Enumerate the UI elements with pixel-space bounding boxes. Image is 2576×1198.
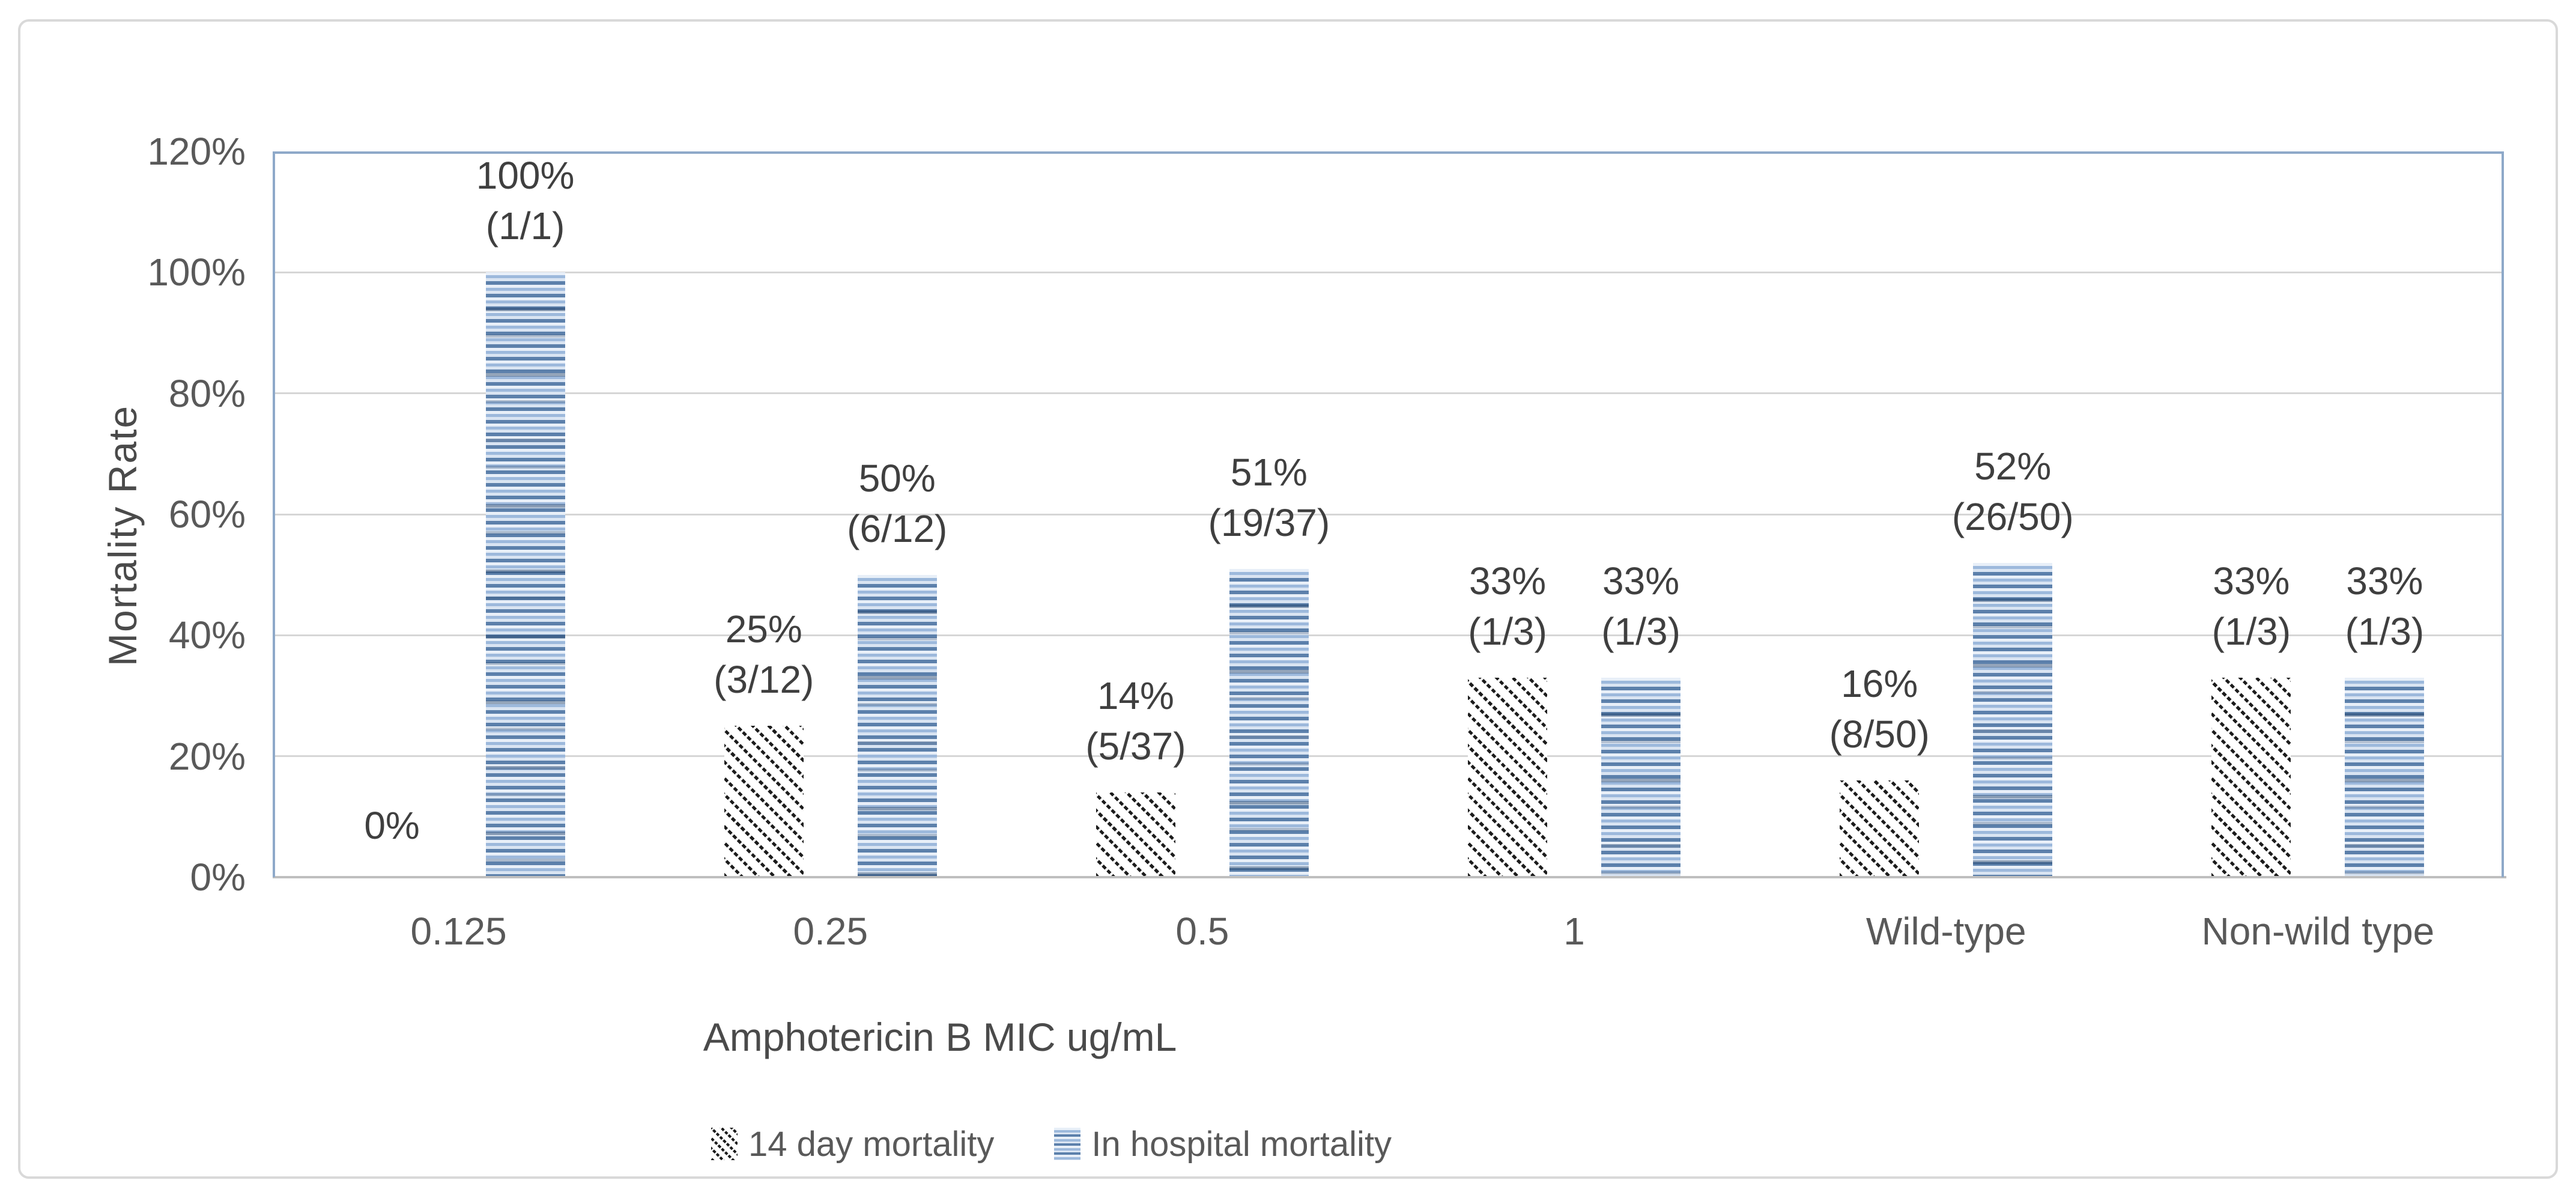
legend-item-in-hospital-mortality: In hospital mortality — [1054, 1124, 1392, 1164]
x-axis-tick-label: Wild-type — [1865, 910, 2026, 953]
y-axis-tick-label: 40% — [168, 613, 246, 657]
bar-value-label: 25% (3/12) — [714, 607, 814, 702]
y-axis-tick-label: 60% — [168, 493, 246, 536]
diagonal-hatch-swatch-icon — [711, 1128, 738, 1160]
y-axis-tick-label: 100% — [147, 251, 246, 294]
x-axis-line — [273, 876, 2506, 878]
blue-stripes-swatch-icon — [1054, 1128, 1081, 1160]
bar-value-label: 33% (1/3) — [1601, 559, 1680, 653]
bar-in-hospital-mortality — [1601, 677, 1681, 877]
bar-value-label: 16% (8/50) — [1829, 661, 1930, 756]
x-axis-tick-label: 0.5 — [1175, 910, 1229, 953]
y-axis-tick-label: 0% — [190, 856, 246, 899]
y-axis-tick-label: 20% — [168, 734, 246, 778]
bar-14-day-mortality — [2211, 677, 2291, 877]
bar-14-day-mortality — [724, 726, 804, 877]
bar-14-day-mortality — [1096, 792, 1175, 877]
plot-area-border — [273, 151, 2504, 877]
x-axis-tick-label: 0.125 — [410, 910, 507, 953]
bar-in-hospital-mortality — [857, 574, 937, 877]
bar-value-label: 0% — [364, 804, 420, 847]
legend-item-14-day-mortality: 14 day mortality — [711, 1124, 994, 1164]
x-axis-tick-label: 0.25 — [793, 910, 868, 953]
bar-value-label: 100% (1/1) — [476, 154, 575, 248]
legend: 14 day mortality In hospital mortality — [711, 1124, 1392, 1164]
bar-value-label: 14% (5/37) — [1085, 674, 1186, 768]
bar-value-label: 50% (6/12) — [847, 456, 948, 550]
x-axis-title: Amphotericin B MIC ug/mL — [703, 1015, 1177, 1059]
gridline — [273, 392, 2504, 395]
gridline — [273, 634, 2504, 636]
y-axis-tick-label: 80% — [168, 371, 246, 415]
gridline — [273, 513, 2504, 515]
bar-in-hospital-mortality — [1973, 562, 2053, 877]
legend-label: In hospital mortality — [1091, 1124, 1392, 1164]
x-axis-tick-label: 1 — [1563, 910, 1585, 953]
bar-value-label: 33% (1/3) — [1468, 559, 1547, 653]
bar-14-day-mortality — [1840, 780, 1920, 877]
bar-14-day-mortality — [1468, 677, 1548, 877]
y-axis-tick-label: 120% — [147, 130, 246, 173]
gridline — [273, 755, 2504, 758]
gridline — [273, 271, 2504, 273]
legend-label: 14 day mortality — [748, 1124, 995, 1164]
bar-value-label: 52% (26/50) — [1951, 444, 2074, 538]
bar-in-hospital-mortality — [485, 272, 565, 877]
bar-value-label: 33% (1/3) — [2345, 559, 2425, 653]
bar-in-hospital-mortality — [2345, 677, 2425, 877]
figure-card: Mortality Rate 0% 20% 40% 60% 80% 100% 120% 0.1… — [18, 19, 2558, 1179]
bar-value-label: 51% (19/37) — [1208, 450, 1330, 544]
bar-value-label: 33% (1/3) — [2211, 559, 2291, 653]
x-axis-tick-label: Non-wild type — [2201, 910, 2435, 953]
bar-in-hospital-mortality — [1229, 568, 1309, 877]
